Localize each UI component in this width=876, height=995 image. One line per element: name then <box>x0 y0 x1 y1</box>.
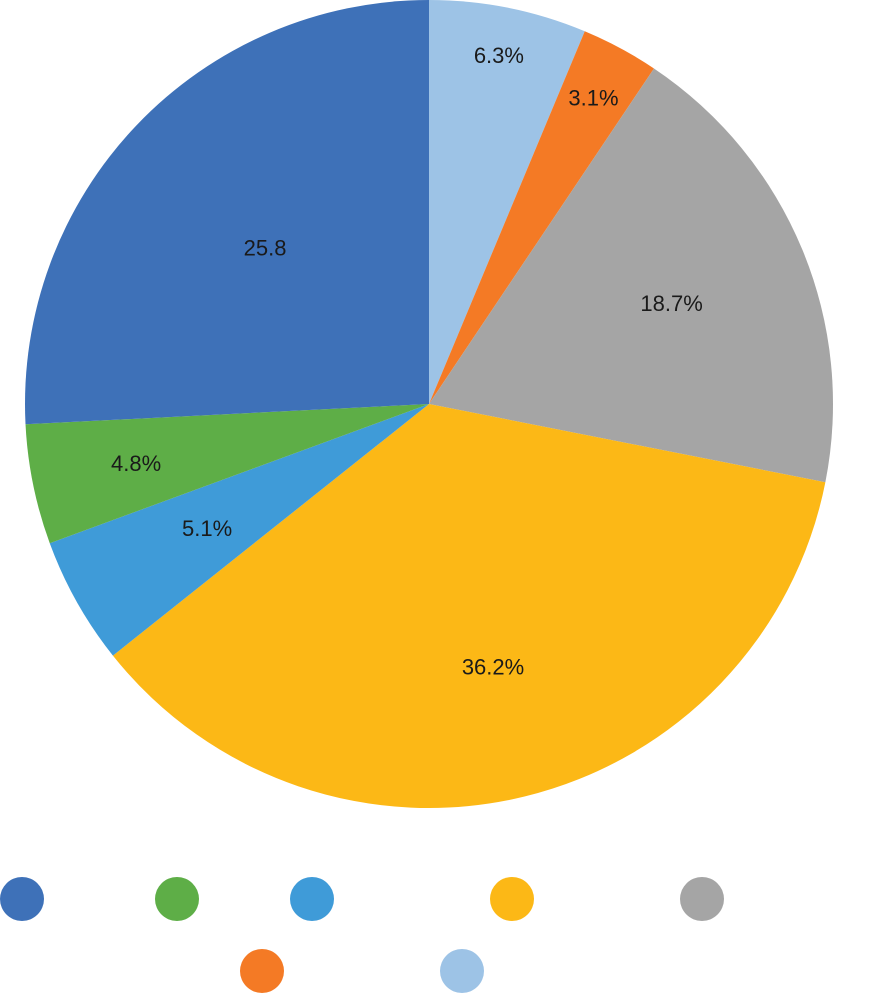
slice-data-label: 3.1% <box>568 85 618 110</box>
pie-slice <box>25 404 430 544</box>
slice-data-label: 6.3% <box>474 43 524 68</box>
legend-marker <box>680 877 724 921</box>
slice-data-label: 25.8 <box>244 236 287 261</box>
legend-marker <box>440 949 484 993</box>
pie-slice <box>49 404 429 656</box>
slice-data-label: 4.8% <box>111 451 161 476</box>
legend-marker <box>155 877 199 921</box>
pie-slice <box>25 0 429 425</box>
legend-marker <box>0 877 44 921</box>
slice-data-label: 5.1% <box>182 516 232 541</box>
legend-marker <box>240 949 284 993</box>
legend <box>0 877 724 993</box>
labels-layer: 6.3% 3.1% 18.7% 36.2% 5.1% 4.8% 25.8 <box>111 43 703 680</box>
pie-slice <box>429 31 654 405</box>
pie-slice <box>112 404 826 808</box>
slice-data-label: 36.2% <box>462 655 524 680</box>
slices-layer <box>25 0 834 808</box>
legend-marker <box>290 877 334 921</box>
pie-slice <box>429 0 585 404</box>
pie-slice <box>429 68 834 483</box>
slice-data-label: 18.7% <box>640 291 702 316</box>
legend-marker <box>490 877 534 921</box>
